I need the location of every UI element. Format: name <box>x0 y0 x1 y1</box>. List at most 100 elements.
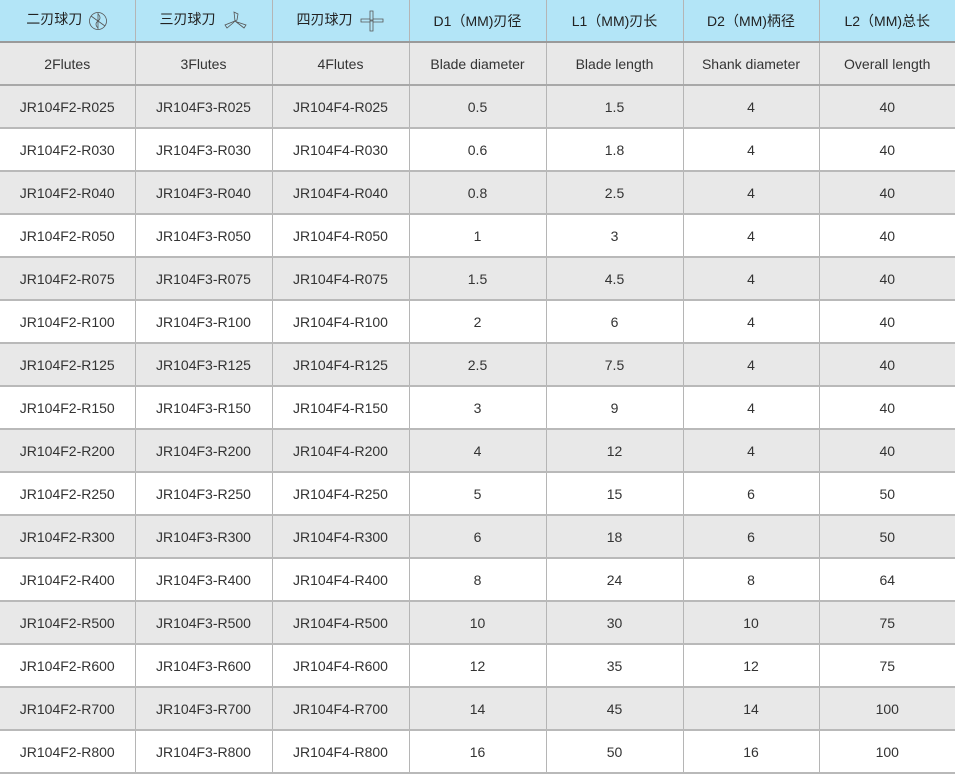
table-row: JR104F2-R050 JR104F3-R050 JR104F4-R050 1 3 4 4… <box>0 214 955 258</box>
table-cell: JR104F4-R250 <box>271 472 410 516</box>
table-cell: JR104F2-R075 <box>0 257 136 301</box>
table-cell: 40 <box>818 257 955 301</box>
subheader-cell: 3Flutes <box>134 42 273 86</box>
table-row: JR104F2-R700 JR104F3-R700 JR104F4-R700 14 45… <box>0 687 955 731</box>
table-row: JR104F2-R100 JR104F3-R100 JR104F4-R100 2 6 4 4… <box>0 300 955 344</box>
table-cell: JR104F4-R200 <box>271 429 410 473</box>
three-flute-ball-cutter-icon <box>223 10 247 29</box>
table-cell: 45 <box>545 687 684 731</box>
table-cell: JR104F4-R040 <box>271 171 410 215</box>
table-cell: 0.5 <box>408 85 547 129</box>
table-cell: JR104F2-R500 <box>0 601 136 645</box>
subheader-cell: Shank diameter <box>682 42 820 86</box>
table-cell: JR104F4-R025 <box>271 85 410 129</box>
table-cell: JR104F4-R700 <box>271 687 410 731</box>
table-cell: JR104F3-R125 <box>134 343 273 387</box>
table-cell: 40 <box>818 171 955 215</box>
table-cell: 4 <box>682 171 820 215</box>
table-cell: JR104F3-R200 <box>134 429 273 473</box>
table-cell: 35 <box>545 644 684 688</box>
table-cell: 75 <box>818 644 955 688</box>
header-label: 四刃球刀 <box>296 11 353 28</box>
table-cell: JR104F2-R050 <box>0 214 136 258</box>
table-row: JR104F2-R025 JR104F3-R025 JR104F4-R025 0.5 1… <box>0 85 955 129</box>
table-cell: JR104F3-R100 <box>134 300 273 344</box>
table-cell: 0.8 <box>408 171 547 215</box>
table-cell: 4.5 <box>545 257 684 301</box>
table-cell: 12 <box>545 429 684 473</box>
table-cell: 40 <box>818 85 955 129</box>
table-cell: JR104F4-R300 <box>271 515 410 559</box>
table-cell: JR104F4-R150 <box>271 386 410 430</box>
table-row: JR104F2-R300 JR104F3-R300 JR104F4-R300 6 18 6… <box>0 515 955 559</box>
table-cell: 14 <box>408 687 547 731</box>
table-cell: JR104F2-R400 <box>0 558 136 602</box>
table-cell: 5 <box>408 472 547 516</box>
table-cell: JR104F4-R600 <box>271 644 410 688</box>
table-cell: JR104F4-R075 <box>271 257 410 301</box>
table-cell: 4 <box>682 85 820 129</box>
table-cell: 1.5 <box>408 257 547 301</box>
table-cell: JR104F2-R040 <box>0 171 136 215</box>
table-cell: 4 <box>682 214 820 258</box>
table-row: JR104F2-R030 JR104F3-R030 JR104F4-R030 0.6 1… <box>0 128 955 172</box>
table-cell: JR104F2-R200 <box>0 429 136 473</box>
table-cell: 50 <box>818 515 955 559</box>
table-cell: JR104F3-R600 <box>134 644 273 688</box>
table-cell: JR104F2-R025 <box>0 85 136 129</box>
table-cell: JR104F3-R025 <box>134 85 273 129</box>
table-cell: 4 <box>682 386 820 430</box>
table-cell: 6 <box>682 515 820 559</box>
header-2flutes: 二刃球刀 <box>0 0 136 43</box>
table-cell: JR104F4-R050 <box>271 214 410 258</box>
table-cell: 0.6 <box>408 128 547 172</box>
table-cell: 75 <box>818 601 955 645</box>
table-cell: 6 <box>545 300 684 344</box>
table-cell: JR104F3-R400 <box>134 558 273 602</box>
table-cell: 4 <box>682 429 820 473</box>
table-cell: 40 <box>818 214 955 258</box>
header-4flutes: 四刃球刀 <box>271 0 410 43</box>
header-blade-diameter: D1（MM)刃径 <box>408 0 547 43</box>
table-cell: JR104F3-R050 <box>134 214 273 258</box>
table-cell: 1.8 <box>545 128 684 172</box>
table-row: JR104F2-R600 JR104F3-R600 JR104F4-R600 12 35… <box>0 644 955 688</box>
table-cell: 100 <box>818 730 955 774</box>
table-cell: 40 <box>818 429 955 473</box>
subheader-cell: 2Flutes <box>0 42 136 86</box>
table-cell: 3 <box>545 214 684 258</box>
table-cell: 8 <box>682 558 820 602</box>
table-row: JR104F2-R800 JR104F3-R800 JR104F4-R800 16 50… <box>0 730 955 774</box>
table-cell: 6 <box>408 515 547 559</box>
table-cell: JR104F2-R125 <box>0 343 136 387</box>
table-cell: 50 <box>545 730 684 774</box>
table-row: JR104F2-R040 JR104F3-R040 JR104F4-R040 0.8 2… <box>0 171 955 215</box>
table-cell: 3 <box>408 386 547 430</box>
table-cell: JR104F4-R030 <box>271 128 410 172</box>
table-cell: 4 <box>682 300 820 344</box>
header-shank-diameter: D2（MM)柄径 <box>682 0 820 43</box>
table-row: JR104F2-R200 JR104F3-R200 JR104F4-R200 4 12 4… <box>0 429 955 473</box>
table-row: JR104F2-R125 JR104F3-R125 JR104F4-R125 2.5 7… <box>0 343 955 387</box>
table-cell: 2.5 <box>408 343 547 387</box>
table-cell: JR104F2-R150 <box>0 386 136 430</box>
two-flute-ball-cutter-icon <box>89 11 108 30</box>
header-3flutes: 三刃球刀 <box>134 0 273 43</box>
table-row: JR104F2-R500 JR104F3-R500 JR104F4-R500 10 30… <box>0 601 955 645</box>
table-cell: 40 <box>818 386 955 430</box>
table-cell: 40 <box>818 128 955 172</box>
subheader-cell: Blade diameter <box>408 42 547 86</box>
table-cell: 4 <box>682 343 820 387</box>
table-cell: 64 <box>818 558 955 602</box>
table-cell: JR104F2-R600 <box>0 644 136 688</box>
header-overall-length: L2（MM)总长 <box>818 0 955 43</box>
table-cell: JR104F2-R700 <box>0 687 136 731</box>
table-cell: 18 <box>545 515 684 559</box>
table-cell: JR104F3-R075 <box>134 257 273 301</box>
table-cell: 4 <box>682 128 820 172</box>
table-cell: JR104F3-R800 <box>134 730 273 774</box>
header-label: 二刃球刀 <box>26 11 83 28</box>
subheader-row: 2Flutes 3Flutes 4Flutes Blade diameter B… <box>0 42 955 86</box>
table-cell: 24 <box>545 558 684 602</box>
